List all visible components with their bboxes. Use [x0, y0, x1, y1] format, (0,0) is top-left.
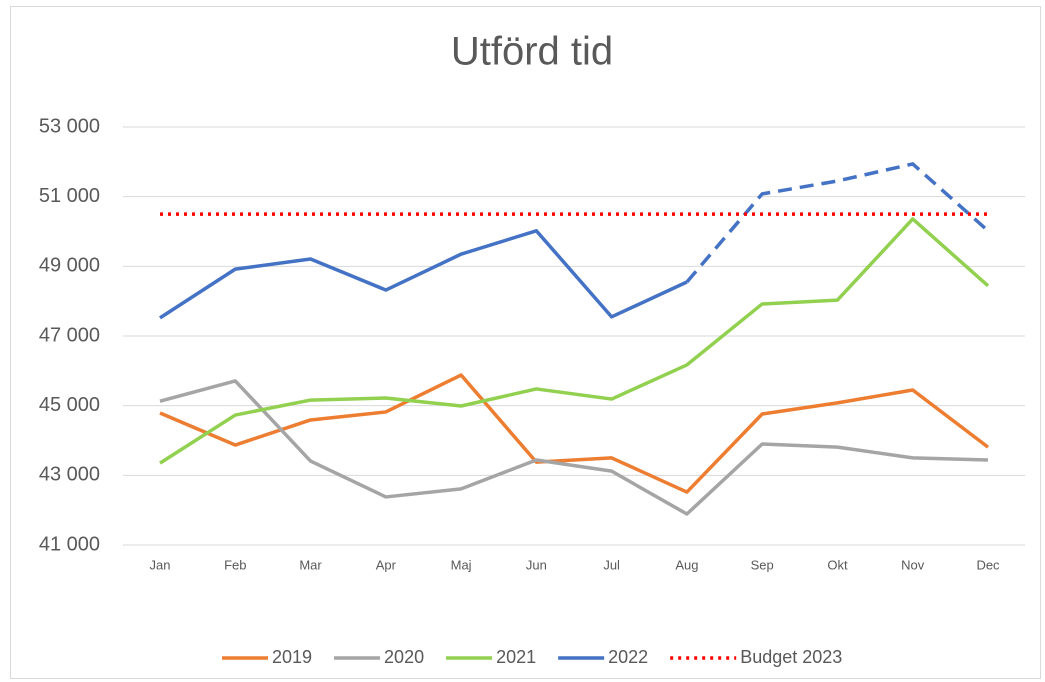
line-dashed: [685, 162, 990, 284]
x-tick-label: Nov: [901, 557, 925, 572]
x-tick-label: Jul: [603, 557, 620, 572]
x-tick-label: Jan: [150, 557, 171, 572]
line: [159, 229, 688, 320]
x-tick-label: Feb: [224, 557, 246, 572]
line: [159, 217, 990, 465]
legend-label: 2021: [496, 647, 536, 667]
line: [159, 379, 989, 516]
legend-label: 2022: [608, 647, 648, 667]
x-tick-label: Sep: [751, 557, 774, 572]
y-tick-label: 41 000: [39, 533, 100, 555]
x-tick-label: Aug: [675, 557, 698, 572]
y-tick-label: 49 000: [39, 255, 100, 277]
line: [159, 373, 990, 494]
chart-border: [10, 6, 1041, 679]
legend-label: Budget 2023: [740, 647, 842, 667]
y-tick-label: 47 000: [39, 324, 100, 346]
legend-label: 2020: [384, 647, 424, 667]
x-tick-label: Okt: [827, 557, 848, 572]
x-tick-label: Mar: [299, 557, 322, 572]
y-tick-label: 45 000: [39, 394, 100, 416]
x-tick-label: Dec: [976, 557, 1000, 572]
y-tick-label: 43 000: [39, 464, 100, 486]
x-tick-label: Maj: [451, 557, 472, 572]
legend-label: 2019: [272, 647, 312, 667]
x-tick-label: Apr: [376, 557, 397, 572]
y-tick-label: 51 000: [39, 185, 100, 207]
x-tick-label: Jun: [526, 557, 547, 572]
chart-title: Utförd tid: [451, 30, 613, 74]
y-tick-label: 53 000: [39, 115, 100, 137]
